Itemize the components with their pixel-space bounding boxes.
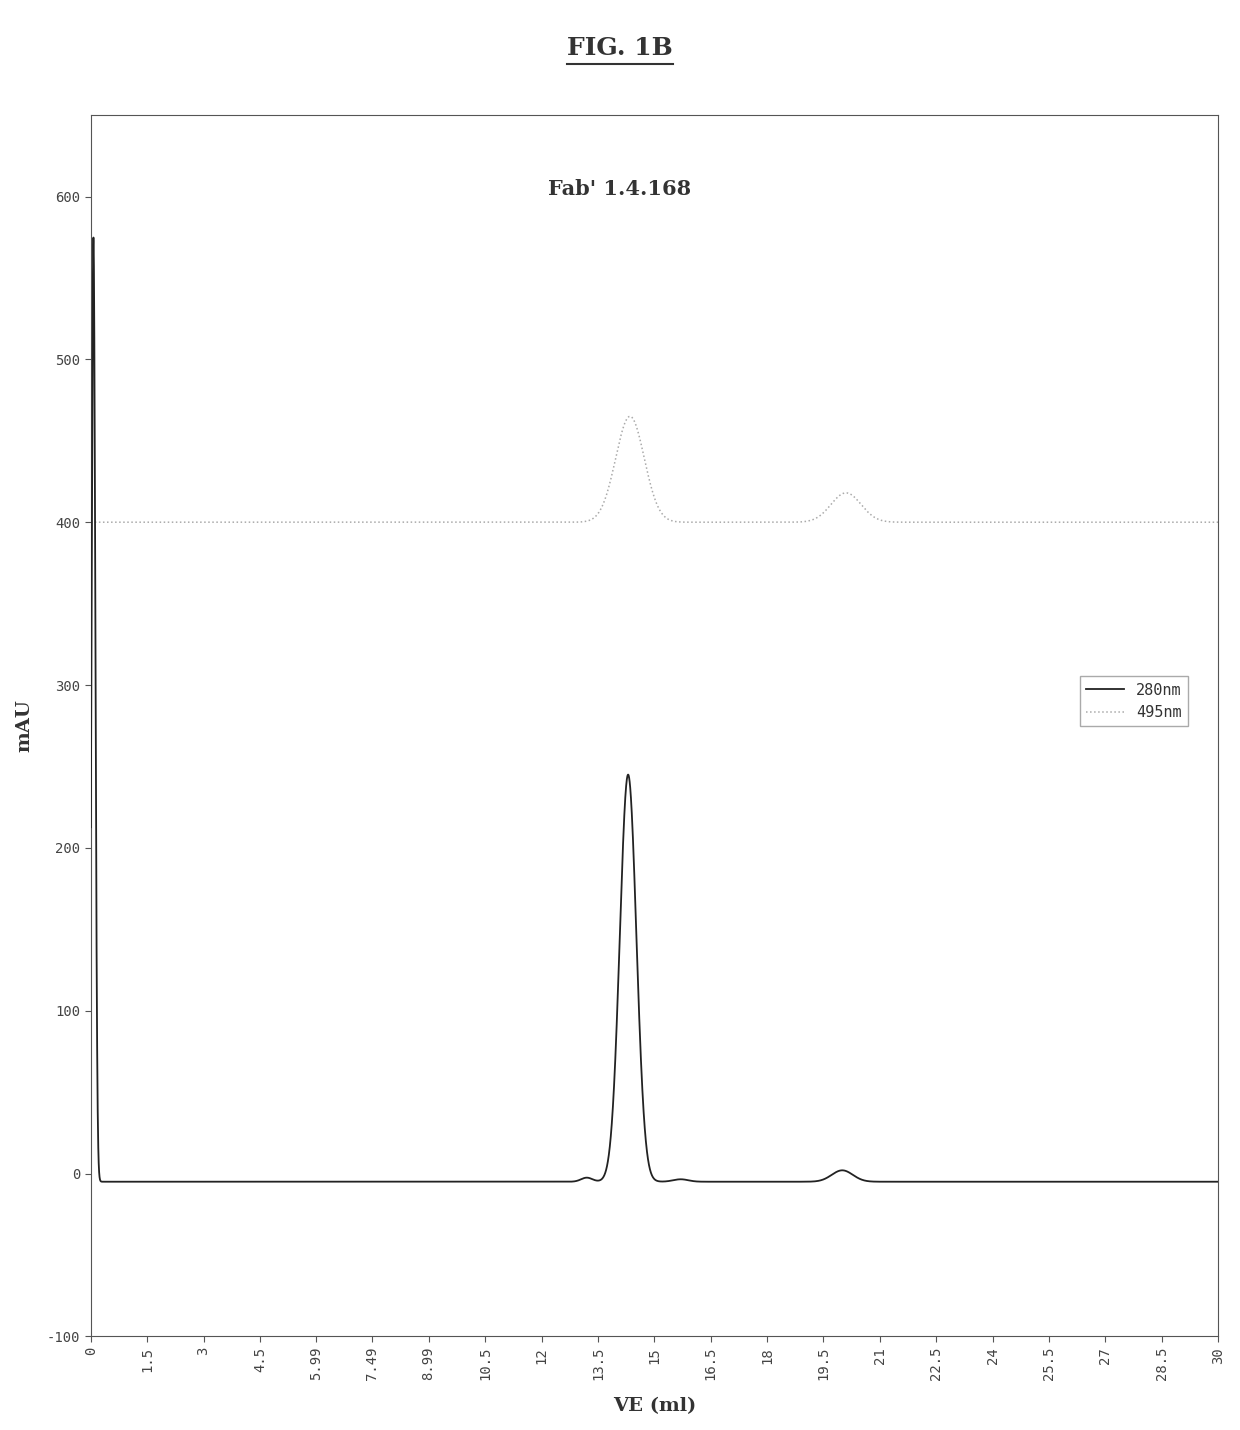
495nm bbox=[919, 513, 934, 531]
495nm bbox=[622, 408, 637, 425]
495nm bbox=[750, 513, 765, 531]
280nm bbox=[140, 1173, 155, 1190]
280nm bbox=[919, 1173, 934, 1190]
X-axis label: VE (ml): VE (ml) bbox=[613, 1397, 696, 1416]
Legend: 280nm, 495nm: 280nm, 495nm bbox=[1080, 676, 1188, 726]
495nm bbox=[800, 512, 815, 529]
495nm bbox=[83, 513, 98, 531]
280nm bbox=[86, 229, 100, 246]
495nm bbox=[980, 513, 994, 531]
280nm bbox=[492, 1173, 507, 1190]
495nm bbox=[491, 513, 506, 531]
Y-axis label: mAU: mAU bbox=[15, 699, 33, 752]
280nm bbox=[800, 1173, 815, 1190]
495nm bbox=[140, 513, 155, 531]
280nm bbox=[750, 1173, 765, 1190]
280nm bbox=[103, 1173, 118, 1190]
Text: Fab' 1.4.168: Fab' 1.4.168 bbox=[548, 179, 692, 199]
280nm bbox=[83, 818, 98, 835]
Text: FIG. 1B: FIG. 1B bbox=[567, 36, 673, 60]
280nm bbox=[980, 1173, 994, 1190]
Line: 280nm: 280nm bbox=[91, 237, 1218, 1181]
Line: 495nm: 495nm bbox=[91, 416, 1218, 522]
280nm bbox=[1210, 1173, 1225, 1190]
495nm bbox=[1210, 513, 1225, 531]
